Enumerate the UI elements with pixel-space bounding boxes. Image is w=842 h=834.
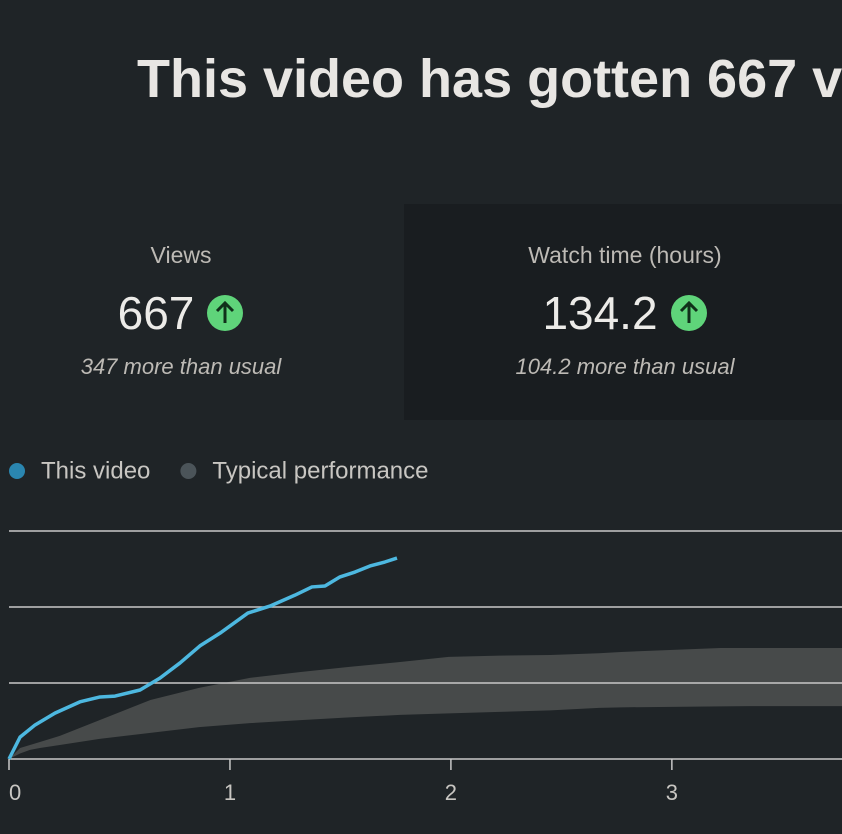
metric-label: Watch time (hours) bbox=[528, 242, 722, 268]
metric-note: 347 more than usual bbox=[80, 354, 282, 379]
metric-label: Views bbox=[150, 242, 212, 268]
metric-card[interactable]: Views 667 347 more than usual bbox=[0, 204, 362, 420]
up-icon bbox=[207, 294, 244, 331]
metric-value: 134.2 bbox=[404, 282, 842, 340]
metric-number: 134.2 bbox=[542, 286, 658, 339]
views-line bbox=[7, 556, 398, 760]
x-tick-label: 2 bbox=[445, 780, 457, 805]
x-tick-label: 3 bbox=[666, 780, 678, 805]
legend-swatch bbox=[180, 463, 197, 479]
x-tick-label: 1 bbox=[224, 780, 236, 805]
legend-label: This video bbox=[41, 457, 150, 484]
x-tick-label: 0 bbox=[9, 780, 21, 805]
up-icon bbox=[670, 294, 707, 331]
page-title: This video has gotten 667 v bbox=[137, 49, 842, 109]
legend-label: Typical performance bbox=[212, 457, 428, 484]
metric-note: 104.2 more than usual bbox=[515, 354, 735, 379]
typical-band bbox=[9, 648, 842, 759]
metric-number: 667 bbox=[117, 286, 195, 339]
legend-swatch bbox=[9, 463, 25, 479]
metric-value: 667 bbox=[0, 282, 362, 340]
metric-card[interactable]: Watch time (hours) 134.2 104.2 more than… bbox=[404, 204, 842, 420]
